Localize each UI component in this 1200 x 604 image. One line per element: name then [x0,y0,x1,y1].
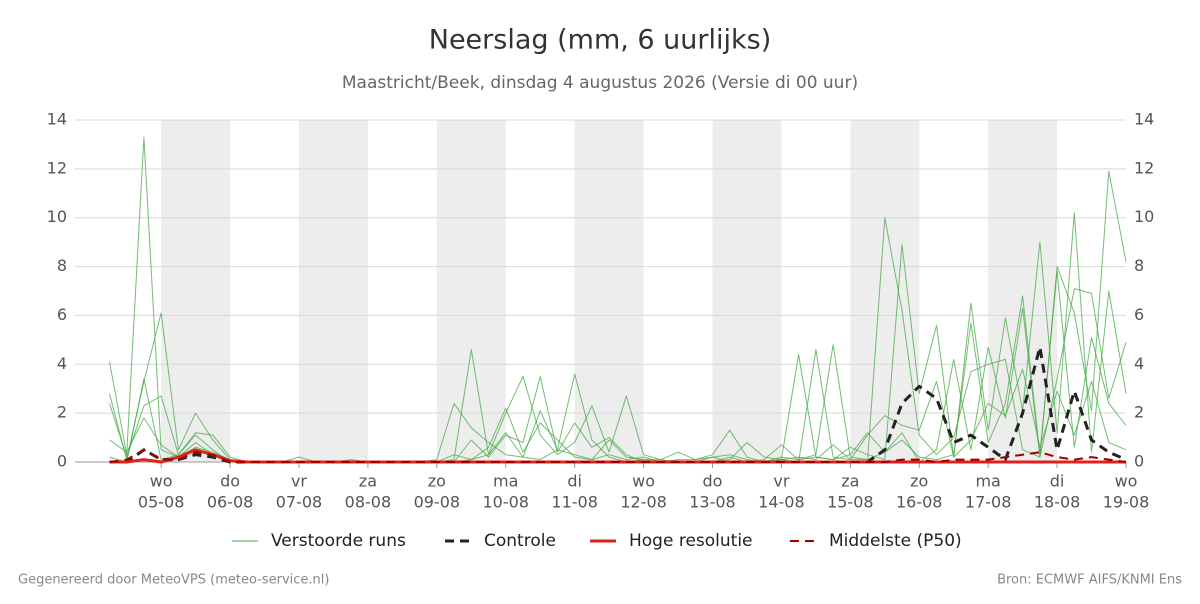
x-tick-weekday: vr [291,472,307,491]
y-tick-label: 0 [57,452,67,471]
y2-tick-label: 0 [1134,452,1144,471]
x-tick-label: 09-08 [414,493,461,512]
y-tick-label: 4 [57,354,67,373]
series-line [109,448,1127,463]
x-tick-weekday: do [220,472,240,491]
x-tick-label: 07-08 [276,493,323,512]
chart-subtitle: Maastricht/Beek, dinsdag 4 augustus 2026… [342,73,858,93]
y2-tick-label: 10 [1134,207,1154,226]
y-tick-label: 6 [57,305,67,324]
x-tick-weekday: di [1050,472,1065,491]
x-tick-weekday: vr [773,472,789,491]
x-tick-weekday: ma [975,472,1000,491]
x-tick-label: 08-08 [345,493,392,512]
day-shade [574,120,644,462]
footer-left: Gegenereerd door MeteoVPS (meteo-service… [18,573,329,588]
y2-tick-label: 8 [1134,256,1144,275]
x-tick-label: 17-08 [965,493,1012,512]
legend-label: Verstoorde runs [271,531,406,551]
y2-tick-label: 2 [1134,403,1144,422]
day-shade [436,120,506,462]
x-tick-weekday: wo [632,472,655,491]
x-tick-label: 11-08 [551,493,598,512]
footer-right: Bron: ECMWF AIFS/KNMI Ens [997,573,1182,588]
y2-tick-label: 6 [1134,305,1144,324]
x-tick-weekday: zo [910,472,928,491]
y-tick-label: 2 [57,403,67,422]
y2-tick-label: 12 [1134,158,1154,177]
y-tick-label: 14 [47,110,67,129]
x-tick-label: 12-08 [620,493,667,512]
x-tick-label: 10-08 [482,493,529,512]
x-tick-weekday: wo [150,472,173,491]
y2-tick-label: 4 [1134,354,1144,373]
y-tick-label: 10 [47,207,67,226]
x-tick-label: 16-08 [896,493,943,512]
x-tick-weekday: zo [428,472,446,491]
chart-title: Neerslag (mm, 6 uurlijks) [429,25,771,56]
y2-tick-label: 14 [1134,110,1154,129]
day-shade [161,120,231,462]
x-tick-weekday: za [359,472,377,491]
x-tick-label: 15-08 [827,493,874,512]
x-tick-weekday: di [567,472,582,491]
day-shade [298,120,368,462]
legend-label: Hoge resolutie [629,531,753,551]
legend-label: Controle [484,531,556,551]
x-tick-label: 14-08 [758,493,805,512]
y-tick-label: 8 [57,256,67,275]
x-tick-label: 18-08 [1034,493,1081,512]
x-tick-weekday: ma [493,472,518,491]
y-tick-label: 12 [47,158,67,177]
x-tick-label: 06-08 [207,493,254,512]
legend-label: Middelste (P50) [829,531,962,551]
x-tick-weekday: wo [1115,472,1138,491]
x-tick-label: 05-08 [138,493,185,512]
x-tick-weekday: za [841,472,859,491]
day-shade [850,120,920,462]
x-tick-label: 19-08 [1103,493,1150,512]
day-shade [712,120,782,462]
x-tick-weekday: do [703,472,723,491]
day-shade [988,120,1058,462]
x-tick-label: 13-08 [689,493,736,512]
